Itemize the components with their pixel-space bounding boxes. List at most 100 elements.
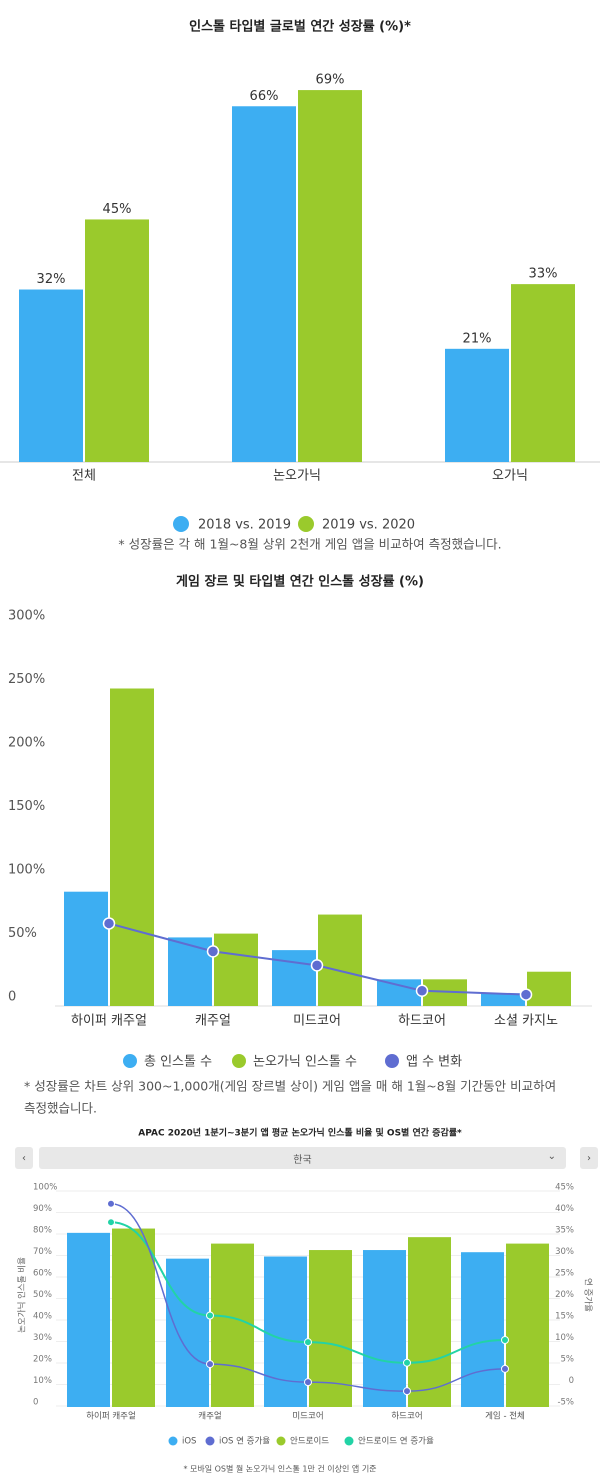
chart3-bar-android [309, 1250, 352, 1407]
chart2-apps-point [415, 984, 429, 998]
chart1-bar-green [298, 90, 362, 462]
chevron-down-icon: ⌄ [547, 1151, 556, 1162]
chart2-y-tick: 0 [8, 990, 16, 1005]
region-select-value: 한국 [293, 1154, 312, 1166]
chart2-apps-point [310, 959, 324, 972]
chart1-data-label: 33% [529, 267, 558, 282]
chart2-x-label: 소셜 카지노 [494, 1014, 558, 1029]
chart3-ios-growth-point [403, 1387, 411, 1396]
chart3-y-tick: 60% [33, 1269, 52, 1279]
chart3-bar-ios [264, 1256, 307, 1407]
chart2-legend-dot [123, 1054, 137, 1068]
chart3-y-tick: 70% [33, 1247, 52, 1257]
chart2-apps-point [206, 945, 220, 958]
chart3-y-tick: 10% [33, 1376, 52, 1386]
chart2-apps-point [102, 917, 116, 930]
region-select[interactable]: 한국 ⌄ [39, 1147, 566, 1169]
chart3-legend-label: iOS 연 증가율 [219, 1437, 270, 1447]
chart3-y-tick-right: 30% [555, 1247, 574, 1257]
chart1-data-label: 21% [463, 331, 492, 346]
chart1-note: * 성장률은 각 해 1월~8월 상위 2천개 게임 앱을 비교하여 측정했습니… [118, 537, 501, 552]
chart2-y-tick: 50% [8, 926, 37, 941]
chart2-legend-label: 논오가닉 인스톨 수 [253, 1055, 357, 1070]
chart2-bar-total [481, 993, 525, 1006]
chart2-legend-label: 앱 수 변화 [406, 1055, 462, 1070]
chart2-y-tick: 300% [8, 609, 45, 624]
chart1-data-label: 69% [316, 73, 345, 88]
chart3-legend-label: 안드로이드 연 증가율 [358, 1436, 434, 1447]
chart3-y-tick: 30% [33, 1333, 52, 1343]
chart1-bar-blue [445, 348, 509, 462]
chart3-bar-android [211, 1243, 254, 1407]
chart3-y-tick: 0 [33, 1398, 38, 1408]
chart1-x-label: 전체 [72, 469, 96, 484]
chart1-x-label: 오가닉 [492, 469, 528, 484]
chart2-y-tick: 150% [8, 799, 45, 814]
chart2-x-label: 하이퍼 캐주얼 [71, 1014, 147, 1029]
chart3-title: APAC 2020년 1분기~3분기 앱 평균 논오가닉 인스톨 비율 및 OS… [138, 1127, 462, 1139]
chart2-y-tick: 250% [8, 672, 45, 687]
chart1-bar-blue [232, 106, 296, 462]
chart2-bar-total [64, 891, 108, 1006]
chart3-y-tick: 90% [33, 1204, 52, 1214]
next-region-button[interactable]: › [580, 1147, 598, 1169]
chart3-y-tick: 40% [33, 1312, 52, 1322]
chart3-y-tick: 100% [33, 1183, 57, 1193]
chart3-legend-dot [276, 1436, 286, 1446]
chart1-x-label: 논오가닉 [273, 469, 321, 484]
chart3-ios-growth-point [107, 1199, 115, 1208]
chart3-y-tick-right: 10% [555, 1333, 574, 1343]
chart3-y-tick-right: -5% [557, 1398, 574, 1408]
chart2-bar-nonorganic [318, 914, 362, 1006]
chart3-y-tick-right: 5% [561, 1355, 575, 1365]
chart2-x-label: 캐주얼 [195, 1014, 231, 1029]
chart2-bar-total [168, 937, 212, 1006]
chart3-bar-android [506, 1243, 549, 1407]
chart3-x-label: 게임 - 전체 [485, 1411, 525, 1422]
chart3-android-growth-point [304, 1338, 312, 1347]
legend-dot-2018-2019 [173, 516, 189, 532]
chart2-x-label: 하드코어 [398, 1014, 446, 1029]
chart2-x-label: 미드코어 [293, 1014, 341, 1029]
chart1-title: 인스톨 타입별 글로벌 연간 성장률 (%)* [189, 19, 411, 35]
chart2-bar-total [377, 979, 421, 1006]
chart3-ios-growth-line [110, 1202, 506, 1392]
chart1-data-label: 32% [37, 272, 66, 287]
chart3-bar-android [408, 1237, 451, 1407]
chart2-bar-total [272, 950, 316, 1006]
chart3-bar-ios [67, 1232, 110, 1407]
prev-region-button[interactable]: ‹ [15, 1147, 33, 1169]
chart3-bar-android [112, 1228, 155, 1407]
chart1-data-label: 66% [250, 89, 279, 104]
chart3-bar-ios [166, 1258, 209, 1407]
chart3-y-tick-right: 45% [555, 1183, 574, 1193]
chart3-android-growth-point [501, 1336, 509, 1345]
chart3-y-tick: 80% [33, 1226, 52, 1236]
chart1-bar-green [85, 219, 149, 462]
chart1-legend-label: 2019 vs. 2020 [322, 518, 415, 533]
chart3-note: * 모바일 OS별 월 논오가닉 인스톨 1만 건 이상인 앱 기준 [183, 1464, 376, 1474]
chart2-legend-dot [232, 1054, 246, 1068]
chart2-note: 측정했습니다. [24, 1101, 97, 1116]
chart2-bar-nonorganic [214, 933, 258, 1006]
chart3-ios-growth-point [304, 1378, 312, 1387]
chart3-android-growth-point [206, 1311, 214, 1320]
chart3-legend-dot [205, 1436, 215, 1446]
chart2-y-tick: 200% [8, 736, 45, 751]
chart1-legend-label: 2018 vs. 2019 [198, 518, 291, 533]
chart3-y-tick-right: 25% [555, 1269, 574, 1279]
chart3-bar-ios [363, 1250, 406, 1407]
chart3-y-tick-right: 0 [569, 1376, 574, 1386]
chart3-y-label-right: 연 증가율 [583, 1278, 593, 1312]
chart2-bar-nonorganic [110, 688, 154, 1006]
chart2-bar-nonorganic [527, 971, 571, 1006]
chart3-android-growth-point [403, 1358, 411, 1367]
chart3-android-growth-line [110, 1221, 506, 1364]
chart3-y-tick: 50% [33, 1290, 52, 1300]
chart3-y-tick-right: 15% [555, 1312, 574, 1322]
chart3-legend-dot [344, 1436, 354, 1446]
chart3-x-label: 미드코어 [292, 1411, 323, 1422]
chart2-y-tick: 100% [8, 863, 45, 878]
chart3-y-tick-right: 20% [555, 1290, 574, 1300]
